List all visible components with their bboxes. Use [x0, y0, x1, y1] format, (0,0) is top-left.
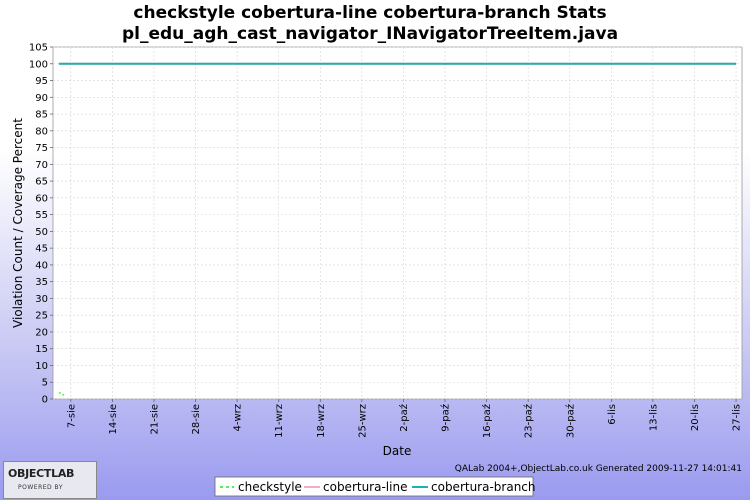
y-tick-label: 45 [35, 244, 48, 255]
x-tick-label: 13-lis [648, 404, 659, 431]
x-tick-label: 20-lis [690, 404, 701, 431]
y-tick-label: 105 [29, 43, 48, 54]
y-axis-ticks: 0 5 10 15 20 25 30 35 40 45 50 55 60 65 70 75 80 85 90 95 10… [29, 43, 53, 406]
footer-generated-text: QALab 2004+,ObjectLab.co.uk Generated 20… [455, 464, 742, 474]
y-tick-label: 10 [35, 361, 48, 372]
x-tick-label: 23-paź [523, 404, 535, 438]
legend-label-cobertura-line: cobertura-line [323, 480, 407, 494]
y-tick-label: 30 [35, 294, 48, 305]
y-tick-label: 20 [35, 327, 48, 338]
x-tick-label: 11-wrz [274, 404, 285, 438]
chart-title-line-1: checkstyle cobertura-line cobertura-bran… [133, 3, 606, 23]
y-tick-label: 95 [35, 76, 48, 87]
legend-label-checkstyle: checkstyle [238, 480, 302, 494]
x-axis-label: Date [383, 444, 412, 458]
series-lines [58, 62, 737, 397]
x-tick-label: 4-wrz [233, 404, 244, 432]
x-tick-label: 2-paź [398, 404, 410, 432]
x-tick-label: 9-paź [440, 404, 452, 432]
x-tick-label: 27-lis [732, 404, 743, 431]
y-tick-label: 40 [35, 260, 48, 271]
x-axis-ticks: 7-sie 14-sie 21-sie 28-sie 4-wrz 11-wrz 18-wrz… [66, 399, 743, 438]
x-tick-label: 28-sie [191, 404, 202, 434]
logo-main-text: OBJECTLAB [8, 467, 75, 480]
plot-area [52, 46, 743, 400]
y-tick-label: 70 [35, 160, 48, 171]
x-tick-label: 14-sie [108, 404, 119, 434]
y-tick-label: 50 [35, 227, 48, 238]
x-tick-label: 30-paź [564, 404, 576, 438]
y-tick-label: 5 [42, 378, 48, 389]
chart-title-line-2: pl_edu_agh_cast_navigator_INavigatorTree… [122, 24, 618, 44]
y-tick-label: 90 [35, 93, 48, 104]
objectlab-logo: OBJECTLAB POWERED BY [3, 461, 97, 499]
x-tick-label: 16-paź [481, 404, 493, 438]
x-tick-label: 21-sie [149, 404, 160, 434]
y-tick-label: 35 [35, 277, 48, 288]
legend-label-cobertura-branch: cobertura-branch [431, 480, 536, 494]
grid [53, 46, 742, 400]
x-tick-label: 7-sie [66, 404, 77, 428]
logo-sub-text: POWERED BY [18, 484, 64, 491]
y-tick-label: 80 [35, 126, 48, 137]
legend: checkstyle cobertura-line cobertura-bran… [214, 476, 536, 497]
y-tick-label: 65 [35, 177, 48, 188]
y-tick-label: 0 [42, 395, 48, 406]
y-tick-label: 55 [35, 210, 48, 221]
y-axis-label: Violation Count / Coverage Percent [11, 118, 25, 328]
y-tick-label: 85 [35, 110, 48, 121]
series-line-checkstyle [58, 391, 66, 397]
y-tick-label: 75 [35, 143, 48, 154]
y-tick-label: 25 [35, 311, 48, 322]
x-tick-label: 6-lis [607, 404, 618, 425]
legend-box [214, 476, 534, 497]
x-tick-label: 25-wrz [357, 404, 368, 438]
x-tick-label: 18-wrz [316, 404, 327, 438]
y-tick-label: 15 [35, 344, 48, 355]
y-tick-label: 100 [29, 59, 48, 70]
y-tick-label: 60 [35, 193, 48, 204]
